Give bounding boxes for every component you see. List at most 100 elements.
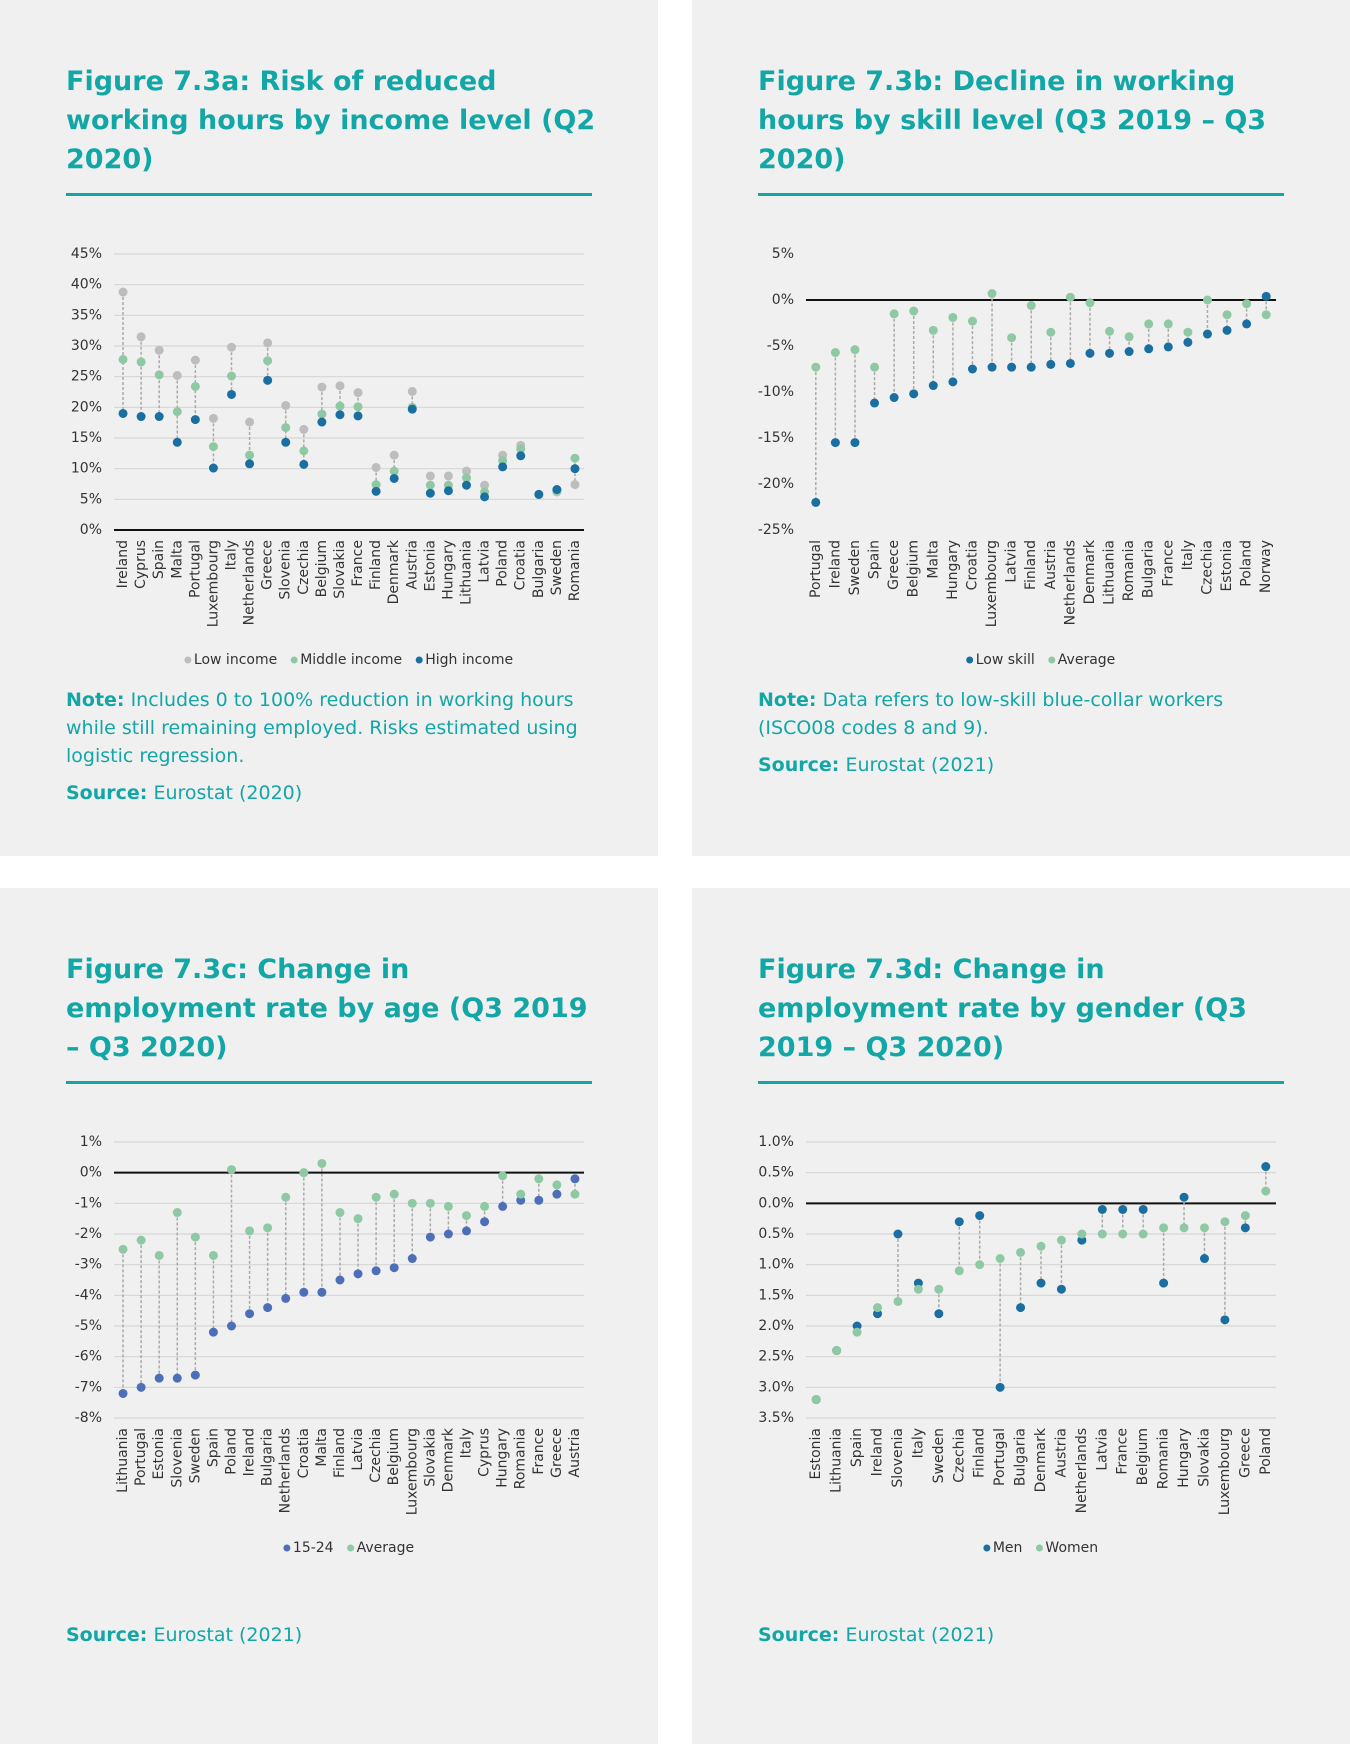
- source-label: Source:: [758, 1624, 840, 1646]
- x-tick-label: Italy: [1180, 540, 1196, 570]
- note-text: Data refers to low-skill blue-collar wor…: [758, 689, 1224, 739]
- dot: [552, 1189, 562, 1199]
- x-tick-label: Belgium: [386, 1428, 402, 1485]
- legend-label: Low skill: [976, 652, 1035, 668]
- panel: Figure 7.3c: Change in employment rate b…: [0, 888, 658, 1744]
- x-tick-label: Italy: [910, 1428, 926, 1458]
- source-text: Eurostat (2021): [845, 1624, 995, 1646]
- dot: [299, 424, 309, 434]
- dot: [227, 389, 236, 399]
- dot: [208, 1327, 218, 1337]
- dot: [987, 289, 997, 299]
- legend: Men Women: [983, 1540, 1098, 1556]
- dot: [353, 1214, 363, 1224]
- note-text: Includes 0 to 100% reduction in working …: [66, 689, 578, 767]
- dot: [353, 1269, 363, 1279]
- y-tick-label: 35%: [71, 307, 102, 323]
- dot: [480, 1201, 490, 1211]
- y-tick-label: -15%: [758, 430, 794, 446]
- dot: [462, 466, 471, 476]
- dot: [317, 417, 327, 427]
- y-tick-label: -7%: [75, 1379, 102, 1395]
- dot: [154, 412, 164, 422]
- dot: [1046, 327, 1056, 337]
- dot: [832, 1346, 842, 1356]
- dot: [335, 410, 345, 420]
- dot: [1056, 1235, 1066, 1245]
- dot: [172, 437, 182, 447]
- dot: [389, 1189, 399, 1199]
- y-tick-label: 40%: [71, 277, 102, 293]
- x-tick-label: Austria: [567, 1428, 583, 1477]
- legend-swatch: [347, 1544, 355, 1552]
- dot: [263, 1223, 273, 1233]
- dot: [118, 354, 128, 364]
- y-tick-label: 0%: [772, 292, 794, 308]
- dot: [1036, 1241, 1046, 1251]
- dot: [407, 404, 417, 414]
- dot: [498, 1171, 508, 1181]
- note: Note: Data refers to low-skill blue-coll…: [758, 686, 1284, 742]
- dot: [1056, 1284, 1066, 1294]
- dot: [1007, 362, 1017, 372]
- dot: [516, 444, 526, 454]
- dot: [975, 1260, 985, 1270]
- x-tick-label: Sweden: [187, 1428, 203, 1483]
- dot: [1179, 1223, 1189, 1233]
- dot: [190, 415, 200, 425]
- x-tick-label: Lithuania: [1102, 540, 1118, 605]
- dot: [1240, 1223, 1250, 1233]
- dot: [570, 1189, 580, 1199]
- dot: [552, 485, 562, 495]
- y-tick-label: -10%: [758, 384, 794, 400]
- x-tick-label: Bulgaria: [531, 540, 547, 598]
- y-tick-label: 0%: [80, 522, 102, 538]
- dot: [498, 1201, 508, 1211]
- x-tick-label: Croatia: [296, 1428, 312, 1478]
- dot: [1097, 1229, 1107, 1239]
- dot: [948, 312, 958, 322]
- dot: [1085, 348, 1095, 358]
- x-tick-label: Portugal: [187, 540, 203, 598]
- x-tick-label: Czechia: [951, 1428, 967, 1483]
- x-tick-label: Cyprus: [133, 540, 149, 589]
- y-tick-label: -3.5%: [758, 1410, 794, 1426]
- x-tick-label: Denmark: [440, 1427, 456, 1492]
- legend-swatch: [415, 656, 423, 664]
- dot: [1163, 319, 1173, 329]
- x-tick-label: Bulgaria: [1013, 1428, 1029, 1486]
- legend: Low income Middle income High income: [184, 652, 513, 668]
- dot: [335, 381, 345, 391]
- dot: [1183, 337, 1193, 347]
- dot: [1222, 325, 1232, 335]
- dot: [1261, 1162, 1271, 1172]
- x-tick-label: Estonia: [422, 540, 438, 592]
- legend: 15-24 Average: [283, 1540, 414, 1556]
- dot: [934, 1284, 944, 1294]
- dot: [335, 1275, 345, 1285]
- dot: [371, 486, 381, 496]
- dot: [1144, 319, 1154, 329]
- dot: [263, 356, 273, 366]
- y-tick-label: -1%: [75, 1195, 102, 1211]
- x-tick-label: France: [1115, 1428, 1131, 1475]
- dot: [281, 423, 291, 433]
- y-tick-label: 5%: [80, 491, 102, 507]
- x-tick-label: Sweden: [931, 1428, 947, 1483]
- x-tick-label: Spain: [867, 540, 883, 579]
- dot: [987, 362, 997, 372]
- dot: [136, 412, 146, 422]
- dot: [371, 462, 381, 472]
- dot: [353, 388, 363, 398]
- x-tick-label: France: [350, 540, 366, 587]
- dot: [1065, 358, 1075, 368]
- y-tick-label: -1.5%: [758, 1287, 794, 1303]
- dot: [245, 450, 255, 460]
- dot: [570, 1174, 580, 1184]
- y-tick-label: 0.0%: [758, 1195, 794, 1211]
- dot: [1065, 292, 1075, 302]
- x-tick-label: Bulgaria: [260, 1428, 276, 1486]
- dot: [389, 473, 399, 483]
- x-tick-label: Lithuania: [829, 1428, 845, 1493]
- x-tick-label: Romania: [1156, 1428, 1172, 1489]
